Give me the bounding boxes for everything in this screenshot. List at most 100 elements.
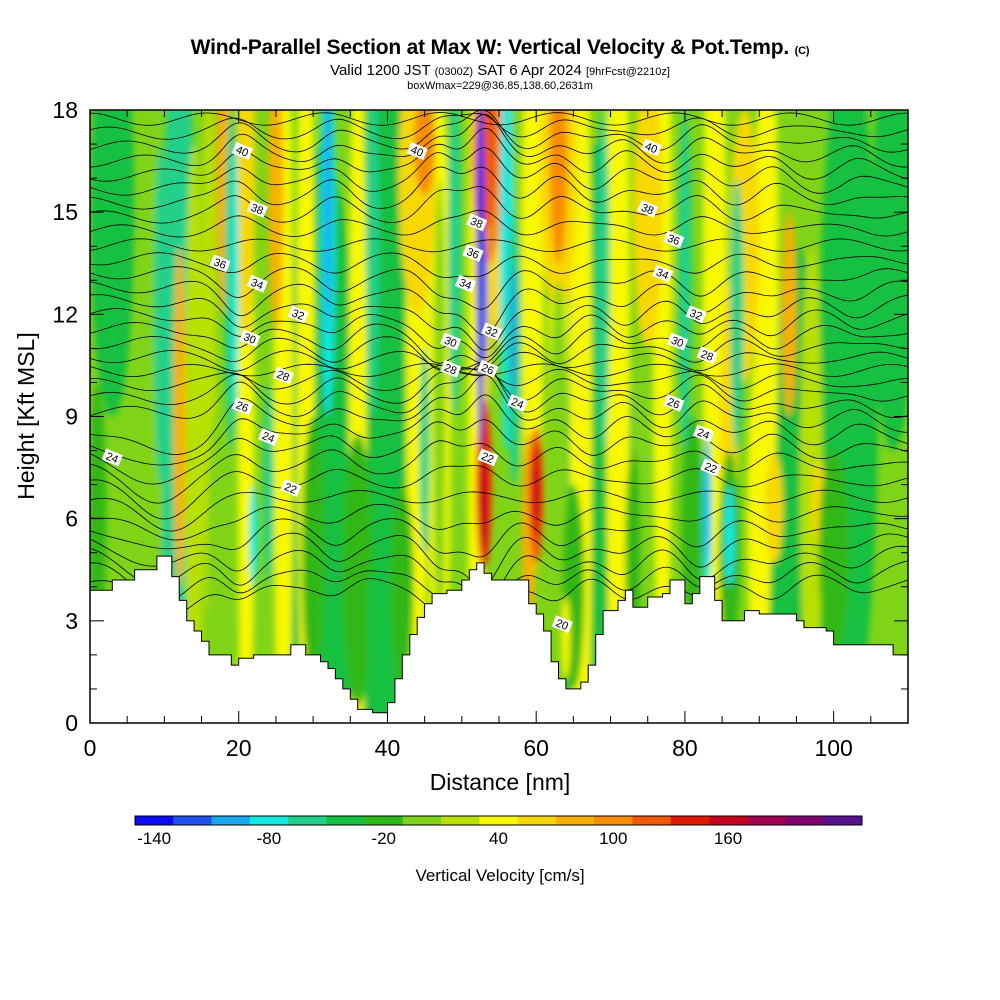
- contour-label-bg: [454, 274, 477, 293]
- colorbar-cell: [594, 816, 633, 825]
- velocity-region: [184, 144, 204, 723]
- y-tick-label: 6: [65, 506, 78, 532]
- contour-label: 28: [272, 366, 294, 385]
- contour-label-text: 34: [457, 277, 473, 293]
- velocity-region: [231, 144, 239, 417]
- contour-label-text: 22: [282, 481, 298, 497]
- theta-contour-line: [90, 349, 908, 376]
- contour-label-bg: [481, 322, 503, 341]
- contour-label: 38: [246, 199, 268, 218]
- x-tick-label: 20: [226, 735, 252, 761]
- theta-contour-line: [90, 252, 908, 278]
- theta-contour-line: [90, 166, 908, 210]
- contour-label-text: 32: [688, 307, 704, 323]
- contour-label-text: 30: [442, 335, 458, 351]
- contour-label: 30: [440, 332, 462, 351]
- contour-label: 36: [663, 230, 685, 249]
- colorbar-cell: [288, 816, 327, 825]
- x-tick-label: 80: [672, 735, 698, 761]
- colorbar-tick-label: 160: [714, 829, 742, 848]
- colorbar-tick-label: -140: [137, 829, 171, 848]
- theta-contours: [90, 110, 908, 617]
- contour-label-text: 26: [665, 396, 681, 412]
- colorbar-cell: [632, 816, 671, 825]
- theta-contour-line: [90, 280, 908, 336]
- colorbar-tick-label: -80: [257, 829, 282, 848]
- contour-label: 24: [692, 424, 715, 443]
- y-tick-label: 15: [52, 199, 78, 225]
- velocity-region: [419, 348, 430, 553]
- contour-label-bg: [685, 305, 707, 324]
- velocity-region: [433, 178, 446, 655]
- x-tick-label: 60: [523, 735, 549, 761]
- x-tick-label: 100: [814, 735, 852, 761]
- theta-contour-line: [90, 503, 908, 541]
- contour-label-bg: [477, 359, 499, 378]
- colorbar-cell: [326, 816, 365, 825]
- theta-contour-line: [90, 238, 908, 253]
- contour-label-bg: [440, 332, 462, 351]
- contour-label-bg: [637, 199, 659, 218]
- theta-contour-line: [90, 186, 908, 224]
- contour-label-bg: [287, 305, 309, 324]
- theta-contour-line: [90, 127, 908, 182]
- theta-contour-line: [90, 374, 908, 455]
- contour-label-bg: [239, 329, 261, 348]
- theta-contour-line: [90, 209, 908, 238]
- colorbar-cell: [173, 816, 212, 825]
- contour-label-text: 38: [249, 202, 265, 218]
- velocity-region: [596, 110, 610, 451]
- colorbar-cell: [441, 816, 480, 825]
- contour-label-text: 36: [465, 246, 481, 262]
- contour-label-bg: [246, 274, 268, 293]
- theta-contour-line: [90, 266, 908, 310]
- colorbar-cell: [708, 816, 748, 825]
- contour-label-text: 38: [468, 215, 484, 231]
- chart-title: Wind-Parallel Section at Max W: Vertical…: [0, 36, 1000, 63]
- contour-label-bg: [640, 138, 662, 157]
- colorbar-cell: [823, 816, 863, 825]
- theta-contour-line: [90, 336, 908, 371]
- colorbar-label: Vertical Velocity [cm/s]: [415, 866, 584, 885]
- velocity-region: [549, 110, 568, 264]
- contour-label-bg: [101, 448, 123, 467]
- y-tick-label: 12: [52, 301, 78, 327]
- contour-label-text: 34: [654, 267, 670, 283]
- contour-label-text: 20: [554, 617, 570, 633]
- velocity-region: [765, 453, 784, 563]
- y-tick-label: 9: [65, 404, 78, 430]
- terrain-mask: [90, 555, 908, 723]
- contour-label: 34: [246, 274, 268, 293]
- velocity-region: [681, 416, 704, 621]
- contour-label: 26: [231, 397, 253, 416]
- contour-label-text: 26: [479, 362, 495, 378]
- contour-label-bg: [692, 424, 715, 443]
- contour-label-text: 26: [234, 399, 250, 415]
- colorbar-cell: [249, 816, 289, 825]
- contour-label: 30: [666, 332, 689, 351]
- contour-label-bg: [231, 141, 253, 160]
- theta-contour-line: [90, 518, 908, 558]
- contour-label: 28: [696, 346, 718, 365]
- velocity-region: [342, 433, 373, 706]
- y-axis-title: Height [Kft MSL]: [13, 332, 39, 499]
- contour-label: 40: [231, 141, 253, 160]
- velocity-region: [818, 450, 849, 655]
- contour-label: 34: [454, 274, 477, 293]
- contour-label: 36: [209, 254, 231, 273]
- contour-label: 32: [685, 305, 707, 324]
- velocity-region: [153, 144, 168, 485]
- chart-title-text: Wind-Parallel Section at Max W: Vertical…: [190, 36, 790, 59]
- y-tick-label: 18: [52, 97, 78, 123]
- contour-label-bg: [466, 213, 488, 232]
- x-tick-label: 0: [84, 735, 97, 761]
- chart-title-block: Wind-Parallel Section at Max W: Vertical…: [0, 36, 1000, 92]
- contour-label-text: 34: [249, 277, 265, 293]
- velocity-region: [365, 110, 380, 417]
- velocity-region: [237, 110, 256, 349]
- velocity-region: [704, 433, 710, 570]
- colorbar-cell: [479, 816, 518, 825]
- colorbar-cell: [135, 816, 174, 825]
- contour-label: 32: [287, 305, 309, 324]
